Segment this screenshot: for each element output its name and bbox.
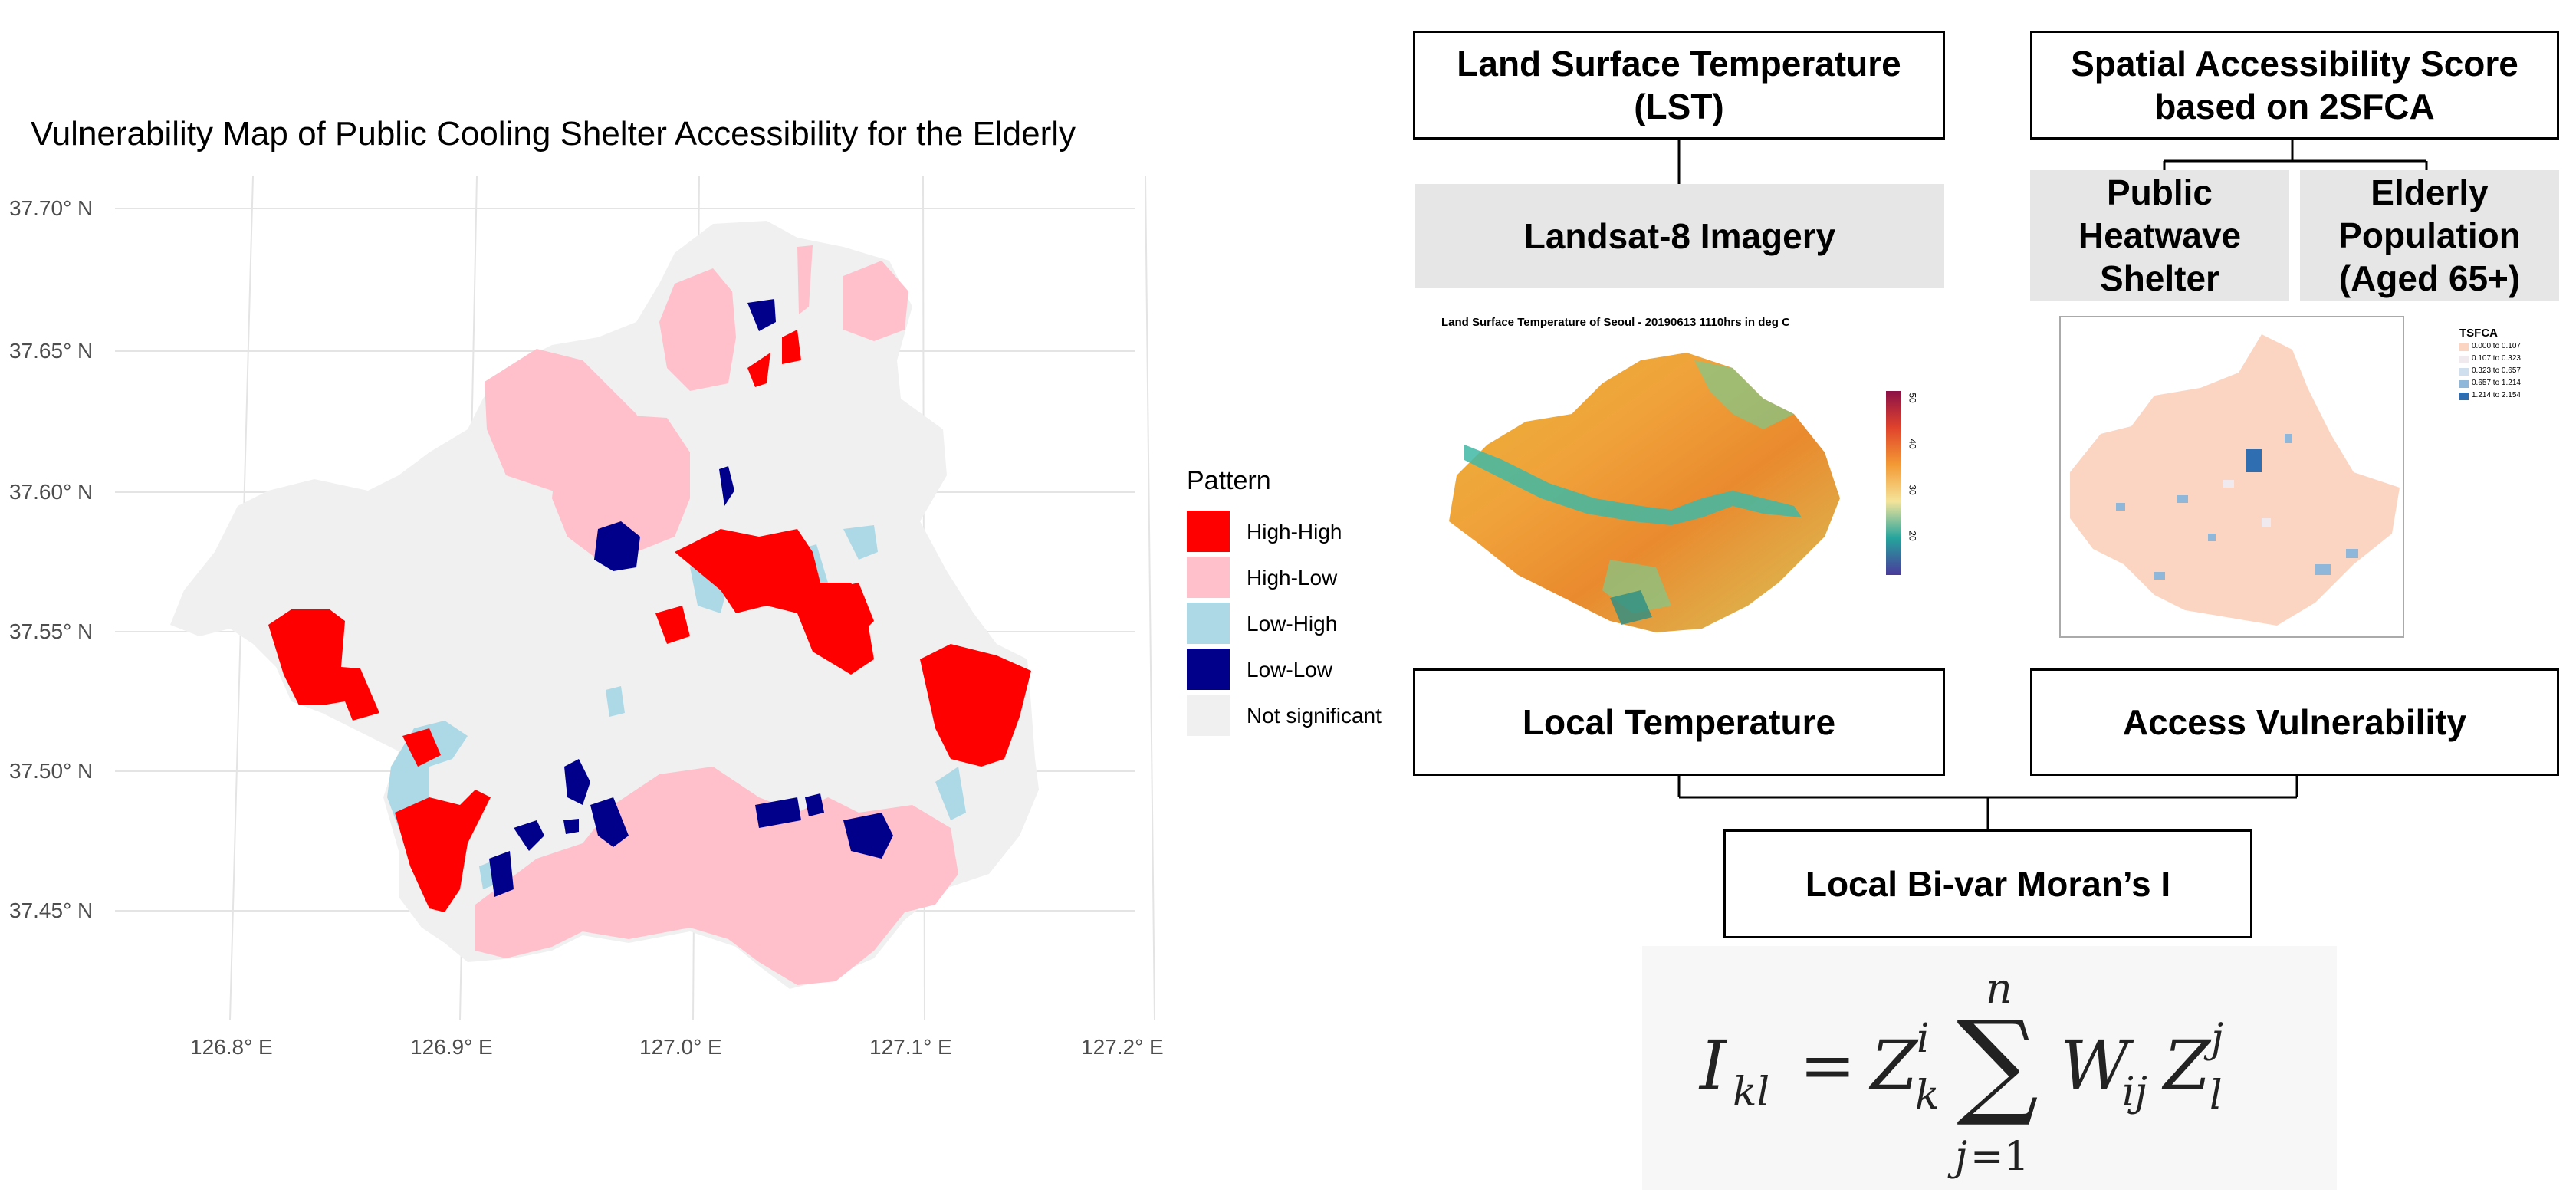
y-tick-label: 37.65° N [9, 339, 93, 363]
public-heatwave-shelter-label: Public Heatwave Shelter [2030, 170, 2289, 301]
elderly-population-label: Elderly Population (Aged 65+) [2300, 170, 2559, 301]
lst-scale-tick: 30 [1907, 485, 1918, 494]
sa-box-line1: Spatial Accessibility Score [2071, 42, 2518, 85]
x-tick-label: 126.8° E [190, 1035, 273, 1059]
shelter-line3: Shelter [2100, 257, 2220, 300]
svg-text:kl: kl [1733, 1069, 1769, 1115]
tsfca-swatch [2459, 368, 2469, 376]
legend-label: Low-Low [1247, 658, 1332, 682]
lst-scale-tick: 20 [1907, 531, 1918, 540]
lst-scale-tick: 40 [1907, 439, 1918, 448]
lst-box-line1: Land Surface Temperature [1457, 42, 1901, 85]
landsat-text: Landsat-8 Imagery [1524, 215, 1835, 258]
svg-text:ij: ij [2122, 1069, 2147, 1115]
shelter-line2: Heatwave [2078, 214, 2241, 257]
svg-text:∑: ∑ [1957, 997, 2039, 1130]
shelter-line1: Public [2107, 171, 2213, 214]
legend-label: High-Low [1247, 566, 1337, 590]
landsat-imagery-label: Landsat-8 Imagery [1415, 184, 1944, 288]
y-tick-label: 37.60° N [9, 480, 93, 504]
svg-text:i: i [1917, 1016, 1930, 1062]
lst-box-line2: (LST) [1634, 85, 1724, 128]
legend-label: High-High [1247, 520, 1342, 544]
x-tick-label: 127.1° E [869, 1035, 952, 1059]
x-tick-label: 126.9° E [410, 1035, 493, 1059]
legend-swatch-high-low [1187, 557, 1230, 598]
legend-swatch-low-high [1187, 603, 1230, 644]
tsfca-legend-item: 1.214 to 2.154 [2472, 391, 2521, 399]
sa-box-line2: based on 2SFCA [2154, 85, 2435, 128]
x-tick-label: 127.0° E [639, 1035, 722, 1059]
access-vulnerability-box: Access Vulnerability [2030, 668, 2559, 776]
tsfca-legend-item: 0.323 to 0.657 [2472, 366, 2521, 375]
svg-text:l: l [2210, 1073, 2223, 1119]
svg-text:Z: Z [1868, 1026, 1919, 1105]
svg-text:=1: =1 [1970, 1134, 2029, 1180]
svg-text:=: = [1799, 1026, 1856, 1105]
spatial-accessibility-box: Spatial Accessibility Score based on 2SF… [2030, 31, 2559, 140]
lst-map-title: Land Surface Temperature of Seoul - 2019… [1441, 316, 1790, 329]
y-tick-label: 37.70° N [9, 196, 93, 221]
legend-label: Low-High [1247, 612, 1337, 636]
lst-thumbnail-map [1441, 330, 1932, 652]
elderly-line3: (Aged 65+) [2339, 257, 2520, 300]
tsfca-legend-item: 0.000 to 0.107 [2472, 342, 2521, 350]
x-tick-label: 127.2° E [1081, 1035, 1164, 1059]
tsfca-swatch [2459, 380, 2469, 388]
tsfca-swatch [2459, 356, 2469, 363]
tsfca-thumbnail-map [2062, 319, 2400, 633]
map-title: Vulnerability Map of Public Cooling Shel… [31, 115, 1076, 153]
tsfca-swatch [2459, 393, 2469, 400]
legend-swatch-not-significant [1187, 695, 1230, 736]
moran-formula: I kl = Z i k ∑ n j =1 W ij Z j l [1642, 946, 2337, 1190]
elderly-line2: Population [2338, 214, 2521, 257]
local-temperature-box: Local Temperature [1413, 668, 1945, 776]
svg-text:j: j [1947, 1134, 1967, 1180]
tsfca-swatch [2459, 343, 2469, 351]
vulnerability-map [0, 0, 1403, 1199]
y-tick-label: 37.50° N [9, 759, 93, 783]
lst-scale-tick: 50 [1907, 393, 1918, 402]
svg-text:n: n [1986, 964, 2013, 1013]
moran-text: Local Bi-var Moran’s I [1806, 862, 2170, 905]
svg-text:Z: Z [2161, 1026, 2212, 1105]
local-temperature-text: Local Temperature [1523, 701, 1835, 744]
tsfca-legend-title: TSFCA [2459, 327, 2498, 340]
tsfca-legend-item: 0.107 to 0.323 [2472, 354, 2521, 363]
y-tick-label: 37.45° N [9, 898, 93, 923]
y-tick-label: 37.55° N [9, 619, 93, 644]
tsfca-legend-item: 0.657 to 1.214 [2472, 379, 2521, 387]
legend-swatch-low-low [1187, 649, 1230, 690]
access-vulnerability-text: Access Vulnerability [2123, 701, 2466, 744]
moran-box: Local Bi-var Moran’s I [1723, 829, 2252, 938]
legend-label: Not significant [1247, 704, 1382, 728]
svg-text:k: k [1915, 1073, 1940, 1119]
legend-swatch-high-high [1187, 511, 1230, 552]
svg-text:I: I [1698, 1026, 1728, 1105]
legend-title: Pattern [1187, 466, 1271, 496]
lst-box: Land Surface Temperature (LST) [1413, 31, 1945, 140]
elderly-line1: Elderly [2371, 171, 2488, 214]
